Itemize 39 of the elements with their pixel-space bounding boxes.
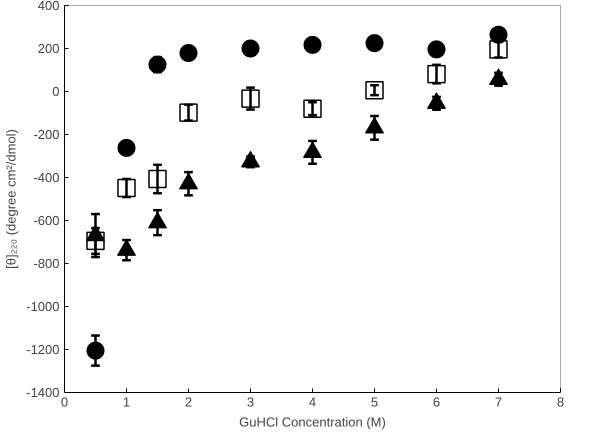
x-tick-label: 5 (370, 394, 378, 410)
y-tick-label: -600 (33, 213, 60, 228)
y-tick-label: 200 (38, 41, 60, 56)
x-tick-label: 2 (184, 394, 192, 410)
x-axis-title: GuHCl Concentration (M) (239, 414, 386, 430)
point (86, 224, 105, 242)
point (490, 26, 508, 44)
point (242, 40, 260, 58)
y-tick-label: -1200 (26, 342, 60, 357)
x-tick-label: 6 (432, 394, 440, 410)
x-tick-label: 1 (122, 394, 130, 410)
point (148, 212, 167, 228)
x-tick-label: 7 (494, 394, 502, 410)
point (148, 170, 167, 188)
x-tick-label: 3 (246, 394, 254, 410)
point (304, 36, 322, 54)
point (241, 89, 260, 108)
point (179, 103, 198, 122)
x-tick-label: 8 (556, 394, 564, 410)
y-tick-label: -800 (33, 256, 60, 271)
point (366, 34, 384, 52)
x-tick-label: 4 (308, 394, 316, 410)
y-tick-label: -1400 (26, 385, 60, 400)
y-tick-label: 0 (52, 84, 60, 99)
point (428, 40, 446, 58)
y-axis-title: [θ]₂₂₀ (degree cm²/dmol) (3, 129, 18, 269)
point (118, 138, 136, 157)
point (303, 99, 322, 118)
y-tick-label: -1000 (26, 299, 60, 314)
point (365, 80, 384, 100)
point (148, 56, 166, 74)
y-tick-label: -200 (33, 127, 60, 142)
point (427, 64, 446, 84)
point (117, 239, 136, 256)
point (117, 178, 136, 198)
y-tick-label: -400 (33, 170, 60, 185)
y-tick-label: 400 (38, 0, 60, 13)
point (180, 44, 198, 62)
point (489, 40, 508, 59)
